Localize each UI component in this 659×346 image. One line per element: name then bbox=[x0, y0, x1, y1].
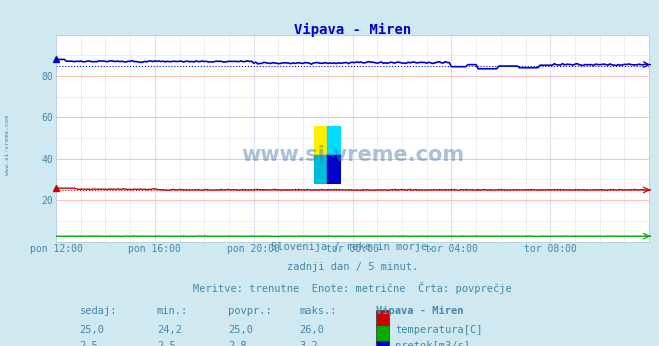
Text: 25,0: 25,0 bbox=[228, 325, 253, 335]
Text: zadnji dan / 5 minut.: zadnji dan / 5 minut. bbox=[287, 262, 418, 272]
Text: min.:: min.: bbox=[157, 306, 188, 316]
Text: Meritve: trenutne  Enote: metrične  Črta: povprečje: Meritve: trenutne Enote: metrične Črta: … bbox=[193, 282, 512, 294]
Text: maks.:: maks.: bbox=[299, 306, 337, 316]
Text: pretok[m3/s]: pretok[m3/s] bbox=[395, 340, 471, 346]
Text: Vipava - Miren: Vipava - Miren bbox=[294, 22, 411, 37]
Text: 2,5: 2,5 bbox=[80, 340, 98, 346]
Text: 3,2: 3,2 bbox=[299, 340, 318, 346]
Text: sedaj:: sedaj: bbox=[80, 306, 117, 316]
Text: Slovenija / reke in morje.: Slovenija / reke in morje. bbox=[272, 242, 434, 252]
Text: www.si-vreme.com: www.si-vreme.com bbox=[5, 115, 11, 175]
Text: povpr.:: povpr.: bbox=[228, 306, 272, 316]
Text: 26,0: 26,0 bbox=[299, 325, 324, 335]
Text: www.si-vreme.com: www.si-vreme.com bbox=[241, 145, 464, 165]
Bar bbox=[376, 340, 389, 346]
Text: 2,5: 2,5 bbox=[157, 340, 175, 346]
Text: Vipava - Miren: Vipava - Miren bbox=[376, 306, 464, 316]
Text: 2,8: 2,8 bbox=[228, 340, 246, 346]
Bar bbox=[376, 325, 389, 342]
Text: temperatura[C]: temperatura[C] bbox=[395, 325, 483, 335]
Text: 24,2: 24,2 bbox=[157, 325, 182, 335]
Text: 25,0: 25,0 bbox=[80, 325, 105, 335]
Bar bbox=[376, 310, 389, 326]
